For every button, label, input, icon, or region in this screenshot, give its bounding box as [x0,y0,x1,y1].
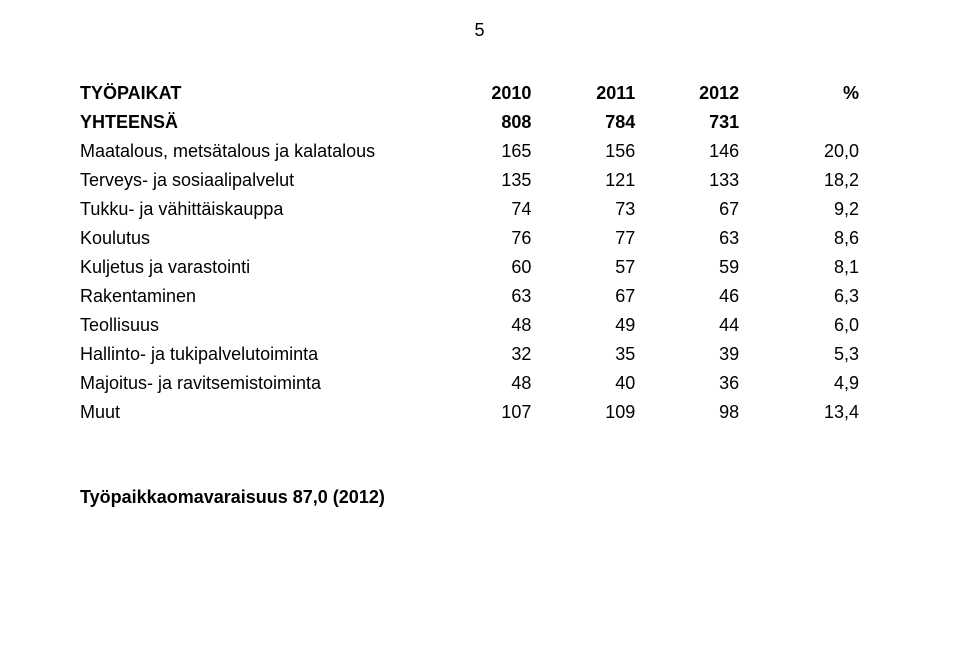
table-total-row: YHTEENSÄ 808 784 731 [80,108,879,137]
row-2011: 49 [551,311,655,340]
row-label: Koulutus [80,224,448,253]
row-2010: 48 [448,311,552,340]
footer-text: Työpaikkaomavaraisuus 87,0 (2012) [80,487,879,508]
row-2012: 146 [655,137,759,166]
row-2011: 156 [551,137,655,166]
table-row: Koulutus 76 77 63 8,6 [80,224,879,253]
row-2010: 135 [448,166,552,195]
row-pct: 5,3 [759,340,879,369]
row-2012: 44 [655,311,759,340]
row-2010: 74 [448,195,552,224]
table-row: Kuljetus ja varastointi 60 57 59 8,1 [80,253,879,282]
col-header-2012: 2012 [655,79,759,108]
row-pct: 9,2 [759,195,879,224]
row-label: Teollisuus [80,311,448,340]
row-label: Rakentaminen [80,282,448,311]
row-2011: 57 [551,253,655,282]
total-pct [759,108,879,137]
row-pct: 8,1 [759,253,879,282]
table-row: Majoitus- ja ravitsemistoiminta 48 40 36… [80,369,879,398]
row-pct: 8,6 [759,224,879,253]
row-label: Kuljetus ja varastointi [80,253,448,282]
row-2011: 121 [551,166,655,195]
table-row: Hallinto- ja tukipalvelutoiminta 32 35 3… [80,340,879,369]
row-pct: 6,0 [759,311,879,340]
row-2011: 40 [551,369,655,398]
table-row: Rakentaminen 63 67 46 6,3 [80,282,879,311]
row-2012: 59 [655,253,759,282]
row-2012: 133 [655,166,759,195]
row-2010: 48 [448,369,552,398]
row-2011: 73 [551,195,655,224]
total-label: YHTEENSÄ [80,108,448,137]
table-row: Tukku- ja vähittäiskauppa 74 73 67 9,2 [80,195,879,224]
row-2012: 46 [655,282,759,311]
col-header-2010: 2010 [448,79,552,108]
col-header-label: TYÖPAIKAT [80,79,448,108]
row-2010: 63 [448,282,552,311]
total-2012: 731 [655,108,759,137]
row-2011: 109 [551,398,655,427]
row-2010: 165 [448,137,552,166]
table-row: Terveys- ja sosiaalipalvelut 135 121 133… [80,166,879,195]
row-label: Muut [80,398,448,427]
row-2012: 67 [655,195,759,224]
row-2011: 35 [551,340,655,369]
row-2011: 77 [551,224,655,253]
row-2012: 36 [655,369,759,398]
tyopaikat-table: TYÖPAIKAT 2010 2011 2012 % YHTEENSÄ 808 … [80,79,879,427]
total-2011: 784 [551,108,655,137]
row-2010: 32 [448,340,552,369]
row-label: Tukku- ja vähittäiskauppa [80,195,448,224]
row-2012: 63 [655,224,759,253]
total-2010: 808 [448,108,552,137]
table-row: Maatalous, metsätalous ja kalatalous 165… [80,137,879,166]
row-pct: 13,4 [759,398,879,427]
row-label: Terveys- ja sosiaalipalvelut [80,166,448,195]
col-header-2011: 2011 [551,79,655,108]
row-2012: 39 [655,340,759,369]
row-label: Hallinto- ja tukipalvelutoiminta [80,340,448,369]
table-body: YHTEENSÄ 808 784 731 Maatalous, metsätal… [80,108,879,427]
row-pct: 18,2 [759,166,879,195]
row-label: Majoitus- ja ravitsemistoiminta [80,369,448,398]
row-2011: 67 [551,282,655,311]
row-2010: 107 [448,398,552,427]
row-pct: 20,0 [759,137,879,166]
table-header-row: TYÖPAIKAT 2010 2011 2012 % [80,79,879,108]
table-row: Muut 107 109 98 13,4 [80,398,879,427]
table-row: Teollisuus 48 49 44 6,0 [80,311,879,340]
row-pct: 6,3 [759,282,879,311]
row-pct: 4,9 [759,369,879,398]
row-2010: 60 [448,253,552,282]
row-label: Maatalous, metsätalous ja kalatalous [80,137,448,166]
document-page: 5 TYÖPAIKAT 2010 2011 2012 % YHTEENSÄ 80… [0,0,959,647]
page-number: 5 [80,20,879,41]
col-header-pct: % [759,79,879,108]
row-2010: 76 [448,224,552,253]
row-2012: 98 [655,398,759,427]
